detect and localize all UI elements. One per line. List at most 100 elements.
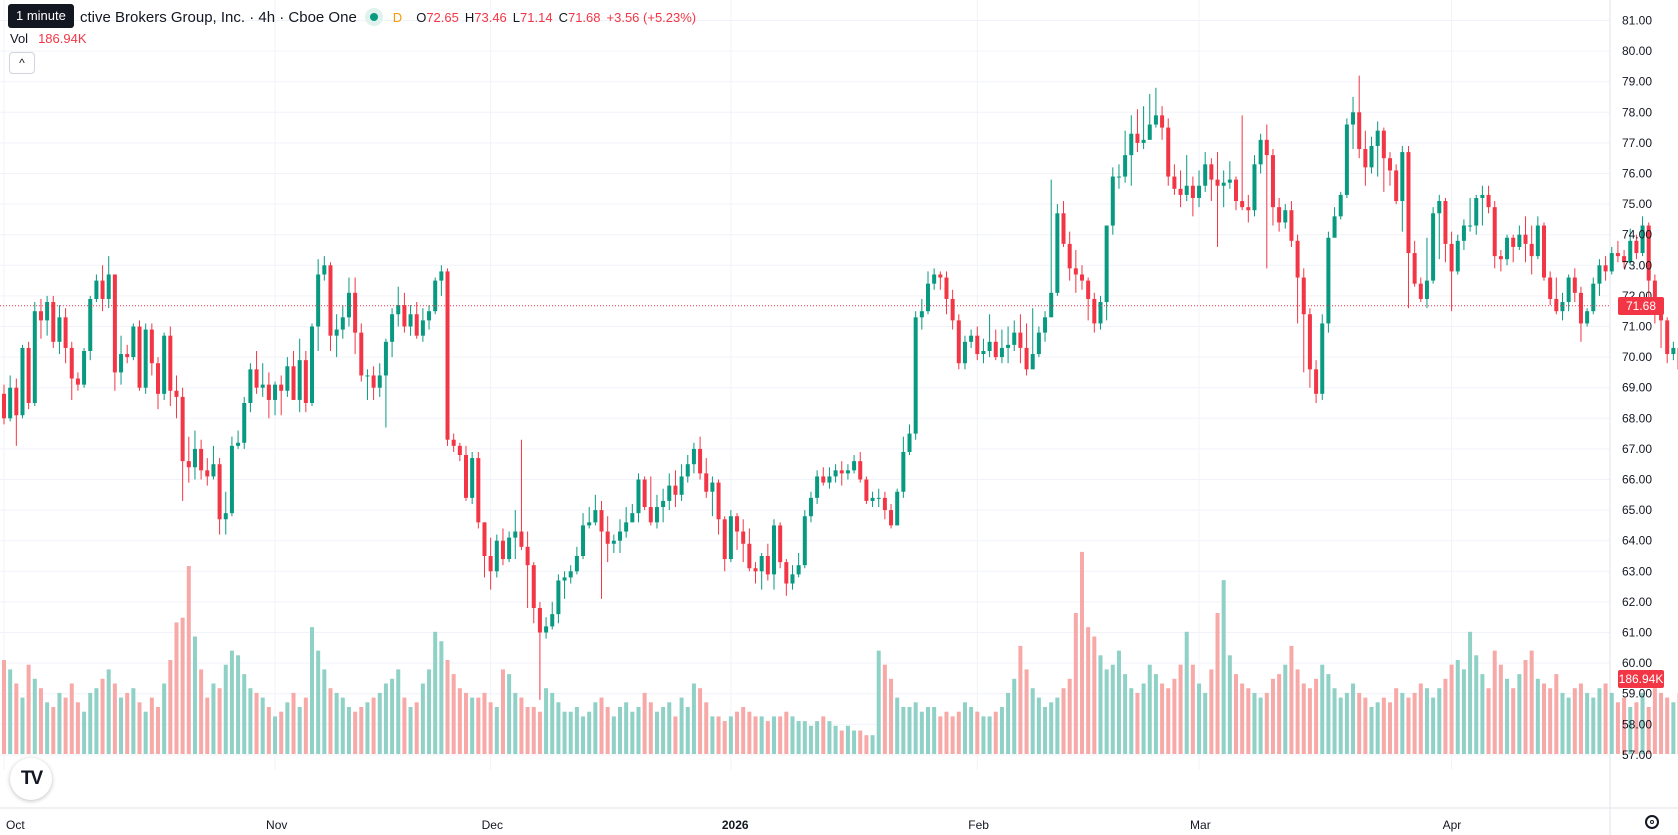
volume-bar bbox=[1517, 674, 1522, 754]
volume-bar bbox=[962, 702, 967, 754]
volume-bar bbox=[1597, 688, 1602, 754]
volume-bar bbox=[383, 683, 388, 754]
candle-body bbox=[488, 556, 493, 572]
volume-bar bbox=[772, 716, 776, 754]
candle-body bbox=[981, 350, 986, 355]
candle-body bbox=[439, 271, 444, 281]
volume-bar bbox=[1388, 702, 1392, 754]
candle-body bbox=[642, 479, 647, 508]
candle-body bbox=[605, 531, 610, 544]
tradingview-logo[interactable]: TV bbox=[10, 758, 52, 800]
volume-bar bbox=[217, 688, 222, 754]
candle-body bbox=[186, 461, 191, 468]
candle-body bbox=[1523, 234, 1528, 244]
candle-body bbox=[285, 366, 290, 391]
volume-label[interactable]: Vol bbox=[10, 31, 29, 46]
candle-body bbox=[919, 311, 924, 318]
volume-bar bbox=[1080, 551, 1084, 754]
volume-bar bbox=[1542, 683, 1546, 754]
volume-bar bbox=[753, 716, 758, 754]
candle-body bbox=[519, 531, 524, 547]
candle-body bbox=[710, 482, 715, 492]
volume-bar bbox=[205, 697, 210, 754]
volume-bar bbox=[1578, 683, 1583, 754]
symbol-title[interactable]: ctive Brokers Group, Inc. · 4h · Cboe On… bbox=[80, 8, 357, 26]
candle-body bbox=[45, 302, 50, 321]
interval-badge[interactable]: D bbox=[392, 9, 403, 25]
volume-bar bbox=[926, 707, 930, 754]
volume-bar bbox=[1104, 669, 1109, 754]
candle-body bbox=[1572, 277, 1577, 293]
volume-bar bbox=[75, 702, 80, 754]
candle-body bbox=[273, 384, 278, 400]
candle-body bbox=[926, 283, 930, 312]
volume-bar bbox=[162, 683, 167, 754]
time-tick-label: Nov bbox=[266, 818, 287, 832]
volume-bar bbox=[26, 664, 31, 754]
candle-body bbox=[858, 461, 863, 480]
candle-body bbox=[895, 491, 900, 526]
volume-bar bbox=[211, 683, 216, 754]
candle-body bbox=[254, 369, 259, 388]
volume-bar bbox=[396, 669, 401, 754]
volume-bar bbox=[1141, 683, 1146, 754]
volume-bar bbox=[476, 697, 481, 754]
volume-bar bbox=[1486, 688, 1491, 754]
candle-body bbox=[1116, 176, 1121, 178]
candle-body bbox=[1628, 240, 1633, 263]
volume-bar bbox=[698, 688, 703, 754]
collapse-legend-button[interactable]: ^ bbox=[9, 52, 35, 74]
high-value: 73.46 bbox=[474, 9, 507, 25]
candle-body bbox=[1264, 139, 1269, 156]
candle-body bbox=[1615, 253, 1620, 257]
candle-body bbox=[1585, 311, 1590, 324]
candle-body bbox=[574, 556, 579, 572]
settings-icon[interactable] bbox=[1645, 815, 1659, 829]
volume-bar bbox=[815, 721, 820, 754]
volume-bar bbox=[119, 697, 124, 754]
price-tick-label: 75.00 bbox=[1622, 197, 1652, 211]
candle-body bbox=[1622, 256, 1627, 263]
candle-body bbox=[882, 497, 887, 511]
last-volume-tag: 186.94K bbox=[1618, 669, 1664, 688]
candle-body bbox=[544, 626, 549, 633]
volume-bar bbox=[229, 650, 234, 754]
candle-body bbox=[192, 448, 197, 468]
price-tick-label: 70.00 bbox=[1622, 350, 1652, 364]
price-tick-label: 57.00 bbox=[1622, 748, 1652, 762]
volume-bar bbox=[106, 669, 111, 754]
candle-body bbox=[870, 497, 875, 501]
volume-bar bbox=[1480, 674, 1485, 754]
candle-body bbox=[1092, 298, 1097, 324]
candle-body bbox=[876, 497, 881, 499]
candle-body bbox=[1184, 185, 1189, 195]
candle-body bbox=[1443, 201, 1448, 244]
candle-body bbox=[778, 525, 783, 563]
candle-body bbox=[1646, 225, 1651, 281]
price-axis[interactable]: 81.00 80.00 79.00 78.00 77.00 76.00 75.00 74.00… bbox=[1622, 14, 1652, 762]
candle-body bbox=[691, 448, 696, 465]
candle-body bbox=[1492, 207, 1497, 257]
volume-bar bbox=[488, 702, 493, 754]
candle-body bbox=[1344, 124, 1349, 195]
volume-bar bbox=[1665, 697, 1670, 754]
candle-body bbox=[938, 274, 943, 278]
volume-bar bbox=[1363, 697, 1368, 754]
volume-bar bbox=[1523, 660, 1528, 754]
time-tick-label: Feb bbox=[968, 818, 989, 832]
candle-body bbox=[328, 265, 333, 336]
low-value: 71.14 bbox=[520, 9, 553, 25]
price-tick-label: 60.00 bbox=[1622, 656, 1652, 670]
candle-body bbox=[1671, 347, 1676, 355]
time-axis[interactable]: Oct Nov Dec 2026 Feb Mar Apr bbox=[6, 818, 1461, 832]
market-status-icon[interactable] bbox=[364, 8, 383, 26]
candle-body bbox=[457, 445, 462, 456]
candle-body bbox=[1363, 149, 1368, 168]
candle-body bbox=[137, 326, 142, 388]
volume-bar bbox=[550, 692, 555, 754]
volume-bar bbox=[581, 716, 586, 754]
volume-bar bbox=[852, 730, 857, 754]
volume-bar bbox=[297, 707, 302, 754]
candle-body bbox=[1603, 265, 1608, 272]
